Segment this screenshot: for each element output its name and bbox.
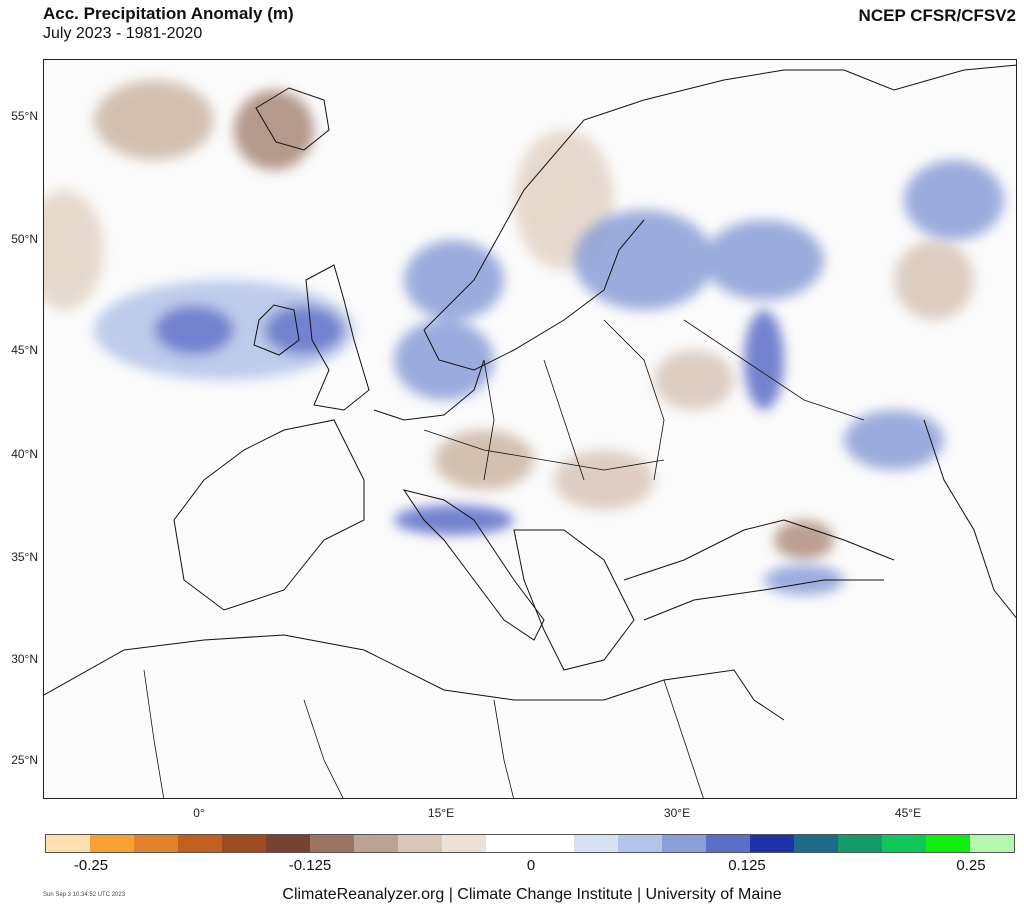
anomaly-patch [554, 450, 654, 510]
border [603, 319, 665, 481]
caspian-coast [923, 419, 1016, 619]
colorbar-label-zero: 0 [526, 857, 536, 874]
anomaly-patch [44, 190, 104, 310]
colorbar-swatch [706, 835, 750, 852]
scandinavia-coast [423, 64, 1016, 331]
britain-coast [305, 264, 370, 411]
black-sea-north-coast [623, 519, 895, 581]
colorbar-swatch [926, 835, 970, 852]
colorbar-swatch [970, 835, 1014, 852]
border [303, 699, 344, 798]
border [683, 319, 865, 421]
colorbar-swatch [134, 835, 178, 852]
colorbar-swatch [750, 835, 794, 852]
anomaly-patch [404, 240, 504, 320]
lon-label-30e: 30°E [663, 806, 691, 820]
anomaly-patch [394, 320, 494, 400]
dry-anomaly-layer [44, 80, 974, 560]
lat-label-35n: 35°N [11, 550, 38, 564]
balkans-coast [513, 529, 635, 671]
wet-anomaly-layer [94, 160, 1004, 595]
anomaly-patch [154, 305, 234, 355]
lat-label-40n: 40°N [11, 447, 38, 461]
anomaly-patch [264, 305, 344, 355]
anomaly-patch [94, 80, 214, 160]
colorbar-swatch [310, 835, 354, 852]
precipitation-map [44, 64, 1016, 798]
italy-coast [402, 489, 545, 641]
border [663, 679, 704, 798]
black-sea-south-coast [643, 579, 884, 621]
iberia-coast [173, 419, 365, 611]
anomaly-patch [704, 220, 824, 300]
anomaly-patch [774, 520, 834, 560]
colorbar-swatch [530, 835, 574, 852]
generated-timestamp: Sun Sep 3 10:34:52 UTC 2023 [43, 892, 126, 898]
colorbar-swatch [486, 835, 530, 852]
colorbar-swatch [838, 835, 882, 852]
border [143, 669, 165, 798]
colorbar-swatch [882, 835, 926, 852]
lat-label-55n: 55°N [11, 109, 38, 123]
border [483, 359, 495, 481]
north-africa-coast [44, 634, 785, 721]
anomaly-patch [654, 350, 734, 410]
colorbar-label-pos-mid: 0.125 [728, 857, 766, 874]
colorbar-swatch [794, 835, 838, 852]
anomaly-patch [234, 90, 314, 170]
country-borders [143, 319, 865, 798]
lon-label-0: 0° [193, 806, 205, 820]
border [543, 359, 585, 481]
colorbar-swatch [574, 835, 618, 852]
border [493, 699, 514, 798]
iceland-coast [255, 87, 330, 151]
colorbar-swatch [442, 835, 486, 852]
colorbar-label-min: -0.25 [73, 857, 109, 874]
anomaly-patch [744, 310, 784, 410]
colorbar-label-neg-mid: -0.125 [288, 857, 332, 874]
lon-label-45e: 45°E [894, 806, 922, 820]
colorbar-swatch [398, 835, 442, 852]
colorbar-swatch [90, 835, 134, 852]
coastlines [44, 64, 1016, 721]
colorbar-swatch [266, 835, 310, 852]
ireland-coast [253, 304, 300, 356]
dataset-source: NCEP CFSR/CFSV2 [858, 6, 1016, 25]
anomaly-patch [894, 240, 974, 320]
colorbar-swatch [222, 835, 266, 852]
lat-label-45n: 45°N [11, 343, 38, 357]
colorbar-label-max: 0.25 [956, 857, 986, 874]
anomaly-patch [764, 565, 844, 595]
anomaly-patch [904, 160, 1004, 240]
map-area [43, 59, 1017, 799]
anomaly-patch [574, 210, 714, 310]
colorbar-swatch [618, 835, 662, 852]
credit-footer: ClimateReanalyzer.org | Climate Change I… [282, 886, 782, 903]
lon-label-15e: 15°E [427, 806, 455, 820]
colorbar [45, 834, 1015, 853]
border [423, 429, 665, 471]
colorbar-swatch [178, 835, 222, 852]
anomaly-patch [434, 430, 534, 490]
lat-label-50n: 50°N [11, 232, 38, 246]
map-subtitle: July 2023 - 1981-2020 [43, 25, 203, 42]
lat-label-25n: 25°N [11, 753, 38, 767]
anomaly-patch [844, 410, 944, 470]
baltic-coast [423, 219, 645, 371]
anomaly-patch [394, 505, 514, 535]
colorbar-swatch [46, 835, 90, 852]
map-title: Acc. Precipitation Anomaly (m) [43, 4, 294, 23]
colorbar-swatch [354, 835, 398, 852]
north-sea-coast [373, 359, 485, 421]
lat-label-30n: 30°N [11, 652, 38, 666]
colorbar-swatch [662, 835, 706, 852]
